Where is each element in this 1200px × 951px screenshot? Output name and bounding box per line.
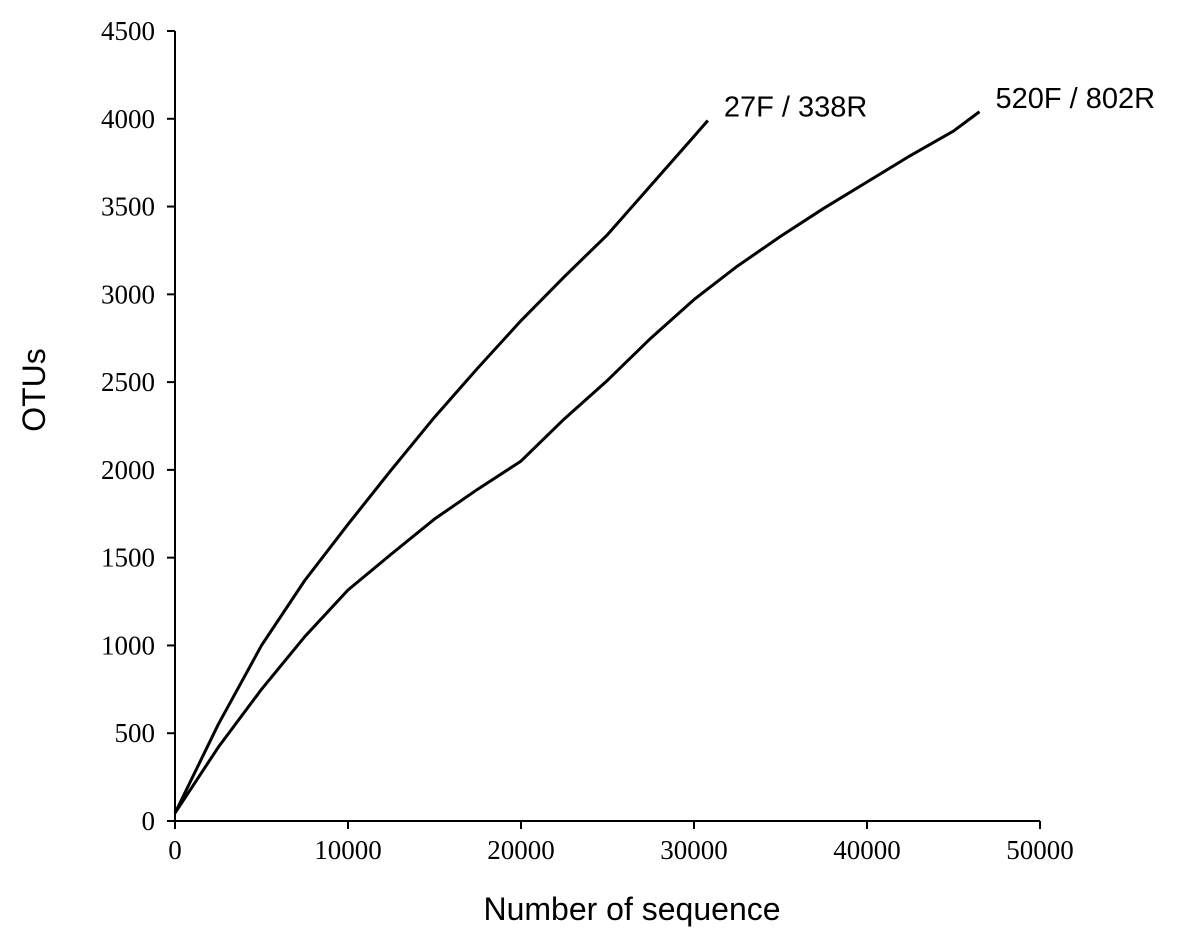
- curve: [173, 110, 981, 814]
- y-tick-label: 2500: [101, 367, 155, 397]
- x-tick-label: 0: [168, 835, 182, 865]
- x-tick-label: 30000: [660, 835, 728, 865]
- curve-label: 520F / 802R: [995, 83, 1155, 115]
- y-tick-label: 500: [115, 718, 156, 748]
- curve: [173, 119, 709, 814]
- y-tick-label: 2000: [101, 455, 155, 485]
- y-tick-label: 1500: [101, 543, 155, 573]
- x-tick-label: 10000: [314, 835, 382, 865]
- y-tick-label: 1000: [101, 630, 155, 660]
- curve-label: 27F / 338R: [724, 92, 867, 124]
- x-axis-label: Number of sequence: [483, 891, 780, 927]
- y-tick-label: 4000: [101, 104, 155, 134]
- y-tick-label: 3500: [101, 192, 155, 222]
- x-tick-label: 40000: [833, 835, 901, 865]
- y-tick-label: 3000: [101, 279, 155, 309]
- y-tick-label: 0: [142, 806, 156, 836]
- x-tick-label: 50000: [1006, 835, 1074, 865]
- x-tick-label: 20000: [487, 835, 555, 865]
- y-axis-label: OTUs: [16, 348, 52, 432]
- y-tick-label: 4500: [101, 16, 155, 46]
